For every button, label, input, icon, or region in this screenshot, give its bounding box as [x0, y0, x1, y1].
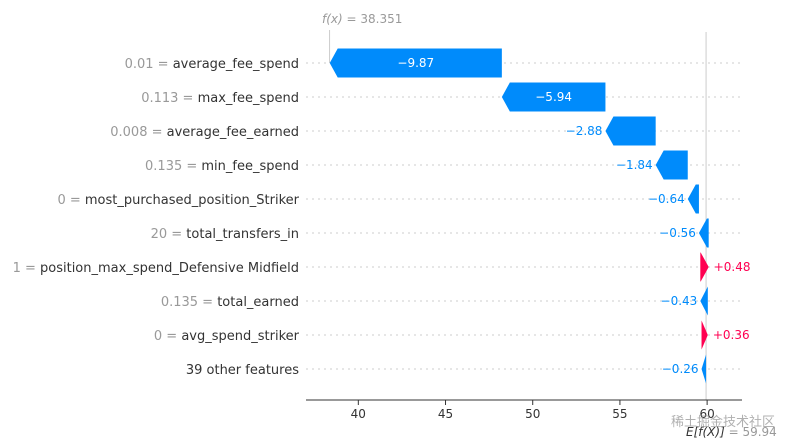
- feature-value: 0 =: [57, 193, 84, 208]
- contribution-value-label: +0.36: [713, 328, 750, 342]
- feature-value: 0.01 =: [125, 57, 173, 72]
- contribution-value-label: −2.88: [566, 124, 603, 138]
- ex-annotation: E[f(X)] = 59.94: [686, 425, 777, 439]
- feature-value: 0 =: [154, 329, 181, 344]
- contribution-bar: [329, 48, 502, 78]
- feature-name: avg_spend_striker: [181, 329, 299, 344]
- x-axis: 40 45 50 55 60: [306, 399, 742, 421]
- feature-value: 20 =: [151, 227, 187, 242]
- contribution-value-label: −1.84: [616, 158, 653, 172]
- feature-label: 0.008 = average_fee_earned: [110, 125, 299, 140]
- contribution-bar: [700, 252, 709, 282]
- feature-name: average_fee_earned: [167, 125, 299, 140]
- contribution-bar: [700, 286, 708, 316]
- feature-label: 1 = position_max_spend_Defensive Midfiel…: [13, 261, 299, 276]
- feature-name: min_fee_spend: [201, 159, 299, 174]
- feature-value: 0.135 =: [161, 295, 217, 310]
- feature-name: total_transfers_in: [186, 227, 299, 242]
- contribution-value-label: −9.87: [397, 56, 434, 70]
- feature-value: 0.008 =: [110, 125, 166, 140]
- ex-value: 59.94: [742, 425, 776, 439]
- feature-name: position_max_spend_Defensive Midfield: [40, 261, 299, 276]
- watermark: 稀土掘金技术社区: [670, 415, 775, 430]
- x-tick-label: 55: [612, 407, 627, 421]
- contribution-bar: [701, 354, 707, 384]
- x-tick-label: 45: [438, 407, 453, 421]
- feature-label: 20 = total_transfers_in: [151, 227, 299, 242]
- feature-value: 0.113 =: [141, 91, 197, 106]
- x-tick-label: 50: [525, 407, 540, 421]
- feature-value: 1 =: [13, 261, 40, 276]
- x-tick-label: 40: [351, 407, 366, 421]
- feature-name: average_fee_spend: [173, 57, 299, 72]
- fx-annotation: f(x) = 38.351: [322, 12, 402, 26]
- contribution-bar: [655, 150, 688, 180]
- feature-label: 39 other features: [186, 363, 299, 378]
- contribution-value-label: −5.94: [535, 90, 572, 104]
- fx-label: f(x): [322, 12, 343, 26]
- feature-name: total_earned: [217, 295, 299, 310]
- feature-name: max_fee_spend: [198, 91, 299, 106]
- contribution-value-label: −0.26: [662, 362, 699, 376]
- feature-labels: 0.01 = average_fee_spend 0.113 = max_fee_…: [13, 57, 300, 378]
- feature-label: 0.135 = min_fee_spend: [145, 159, 299, 174]
- feature-label: 0.135 = total_earned: [161, 295, 299, 310]
- feature-label: 0 = avg_spend_striker: [154, 329, 300, 344]
- feature-label: 0 = most_purchased_position_Striker: [57, 193, 299, 208]
- contribution-value-label: +0.48: [714, 260, 751, 274]
- feature-name: most_purchased_position_Striker: [85, 193, 300, 208]
- feature-value: 0.135 =: [145, 159, 201, 174]
- feature-name: 39 other features: [186, 363, 299, 378]
- contribution-value-label: −0.56: [659, 226, 696, 240]
- contribution-bar: [501, 82, 606, 112]
- contribution-bar: [701, 320, 708, 350]
- feature-label: 0.113 = max_fee_spend: [141, 91, 299, 106]
- x-tick-label: 60: [699, 407, 714, 421]
- contribution-bar: [687, 184, 699, 214]
- contribution-bars: −9.87 −5.94 −2.88 −1.84 −0.64 −0.56 +0.48 −0.43…: [329, 48, 751, 384]
- contribution-value-label: −0.64: [648, 192, 685, 206]
- contribution-bar: [698, 218, 709, 248]
- feature-label: 0.01 = average_fee_spend: [125, 57, 299, 72]
- fx-value: 38.351: [360, 12, 402, 26]
- contribution-value-label: −0.43: [661, 294, 698, 308]
- contribution-bar: [605, 116, 656, 146]
- ex-label: E[f(X)]: [686, 425, 725, 439]
